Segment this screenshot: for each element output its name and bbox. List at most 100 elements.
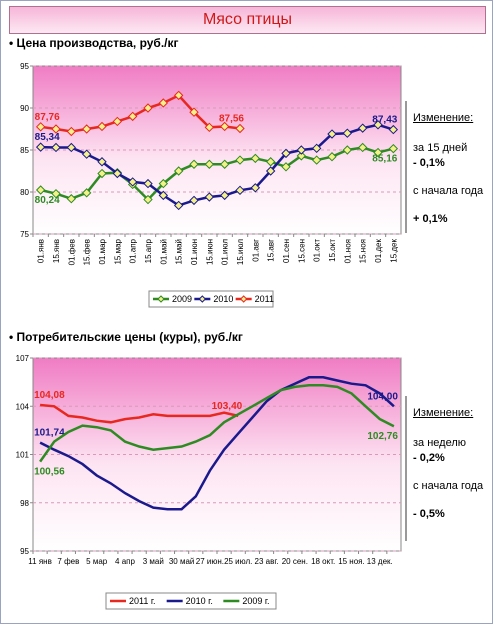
point-marker (235, 155, 245, 165)
point-marker (388, 124, 399, 135)
legend-label: 2009 г. (242, 596, 269, 606)
x-tick-label: 15.ноя (359, 239, 368, 263)
annotation-row: + 0,1% (413, 212, 489, 226)
annotation: + 0,1% (413, 213, 448, 225)
legend-label: 2011 г. (129, 596, 156, 606)
value-label: 100,56 (34, 467, 65, 478)
y-tick-label: 95 (20, 62, 29, 71)
annotation: - 0,5% (413, 508, 445, 520)
point-marker (250, 183, 261, 193)
legend-marker (198, 295, 207, 303)
annotation: за неделю (413, 437, 467, 449)
value-label: 104,00 (367, 391, 398, 402)
x-tick-label: 15.сен (297, 239, 306, 263)
annotation: Изменение: (413, 112, 474, 124)
x-tick-label: 7 фев (57, 557, 79, 566)
point-marker (112, 168, 123, 179)
x-tick-label: 01.июн (190, 239, 199, 265)
x-tick-label: 01.май (159, 239, 168, 265)
x-tick-label: 27 июн. (196, 557, 224, 566)
value-label: 85,34 (35, 132, 60, 143)
x-tick-label: 15.фев (83, 239, 92, 265)
annotation-row: - 0,5% (413, 507, 489, 521)
x-tick-label: 15.авг (267, 239, 276, 262)
point-marker (342, 145, 353, 155)
value-label: 87,43 (372, 115, 397, 126)
point-marker (235, 185, 245, 196)
point-marker (81, 124, 92, 134)
point-marker (204, 159, 215, 169)
legend-marker (239, 295, 248, 303)
point-marker (235, 123, 245, 134)
point-marker (51, 142, 61, 153)
point-marker (97, 121, 107, 132)
series-line (39, 403, 239, 424)
x-tick-label: 01.сен (282, 239, 291, 263)
point-marker (173, 200, 184, 211)
point-marker (357, 142, 368, 153)
point-marker (127, 111, 138, 122)
point-marker (158, 190, 169, 201)
value-label: 87,56 (219, 113, 244, 124)
point-marker (373, 120, 383, 130)
x-tick-label: 11 янв (28, 557, 52, 566)
point-marker (35, 185, 46, 195)
y-tick-label: 90 (20, 104, 29, 113)
point-marker (51, 124, 61, 134)
x-tick-label: 15.дек (389, 239, 398, 263)
x-tick-label: 15.май (175, 239, 184, 265)
x-tick-label: 30 май (169, 557, 195, 566)
series-line (39, 376, 395, 511)
point-marker (204, 192, 215, 202)
annotation-row: - 0,1% (413, 156, 489, 170)
point-marker (373, 147, 383, 158)
x-tick-label: 3 май (143, 557, 164, 566)
annotation: - 0,1% (413, 157, 445, 169)
y-tick-label: 80 (20, 188, 29, 197)
legend-label: 2010 (213, 294, 233, 304)
y-tick-label: 75 (20, 230, 29, 239)
annotation: Изменение: (413, 407, 474, 419)
chart-title: • Цена производства, руб./кг (9, 36, 179, 50)
point-marker (35, 122, 46, 132)
annotation-row: - 0,2% (413, 451, 489, 465)
value-label: 101,74 (34, 428, 65, 439)
point-marker (342, 128, 353, 138)
legend-label: 2009 (172, 294, 192, 304)
point-marker (327, 129, 337, 139)
value-label: 85,16 (372, 154, 397, 165)
point-marker (173, 166, 184, 176)
point-marker (219, 190, 230, 201)
x-tick-label: 15.июн (205, 239, 214, 265)
chart-title: • Потребительские цены (куры), руб./кг (9, 330, 243, 344)
series-line (39, 384, 395, 463)
point-marker (127, 177, 138, 187)
point-marker (219, 159, 230, 169)
value-label: 102,76 (367, 431, 398, 442)
y-tick-label: 104 (16, 402, 30, 411)
point-marker (66, 126, 77, 137)
x-tick-label: 01.апр (129, 238, 138, 263)
y-tick-label: 95 (20, 547, 29, 556)
x-tick-label: 15.янв (52, 239, 61, 263)
x-tick-label: 15.июл (236, 239, 245, 265)
x-tick-label: 4 апр (115, 557, 135, 566)
point-marker (388, 143, 399, 154)
point-marker (81, 149, 92, 159)
x-tick-label: 01.дек (374, 239, 383, 263)
value-label: 103,40 (212, 401, 243, 412)
point-marker (357, 123, 368, 133)
point-marker (173, 90, 184, 101)
x-tick-label: 15.апр (144, 238, 153, 263)
point-marker (66, 142, 77, 153)
annotation: за 15 дней (413, 142, 468, 154)
value-label: 80,24 (35, 195, 60, 206)
value-label: 87,76 (35, 112, 60, 123)
point-marker (250, 153, 261, 164)
x-tick-label: 01.фев (67, 239, 76, 265)
point-marker (97, 168, 107, 179)
x-tick-label: 01.окт (313, 239, 322, 262)
value-label: 104,08 (34, 390, 65, 401)
y-tick-label: 107 (16, 354, 30, 363)
point-marker (81, 188, 92, 198)
